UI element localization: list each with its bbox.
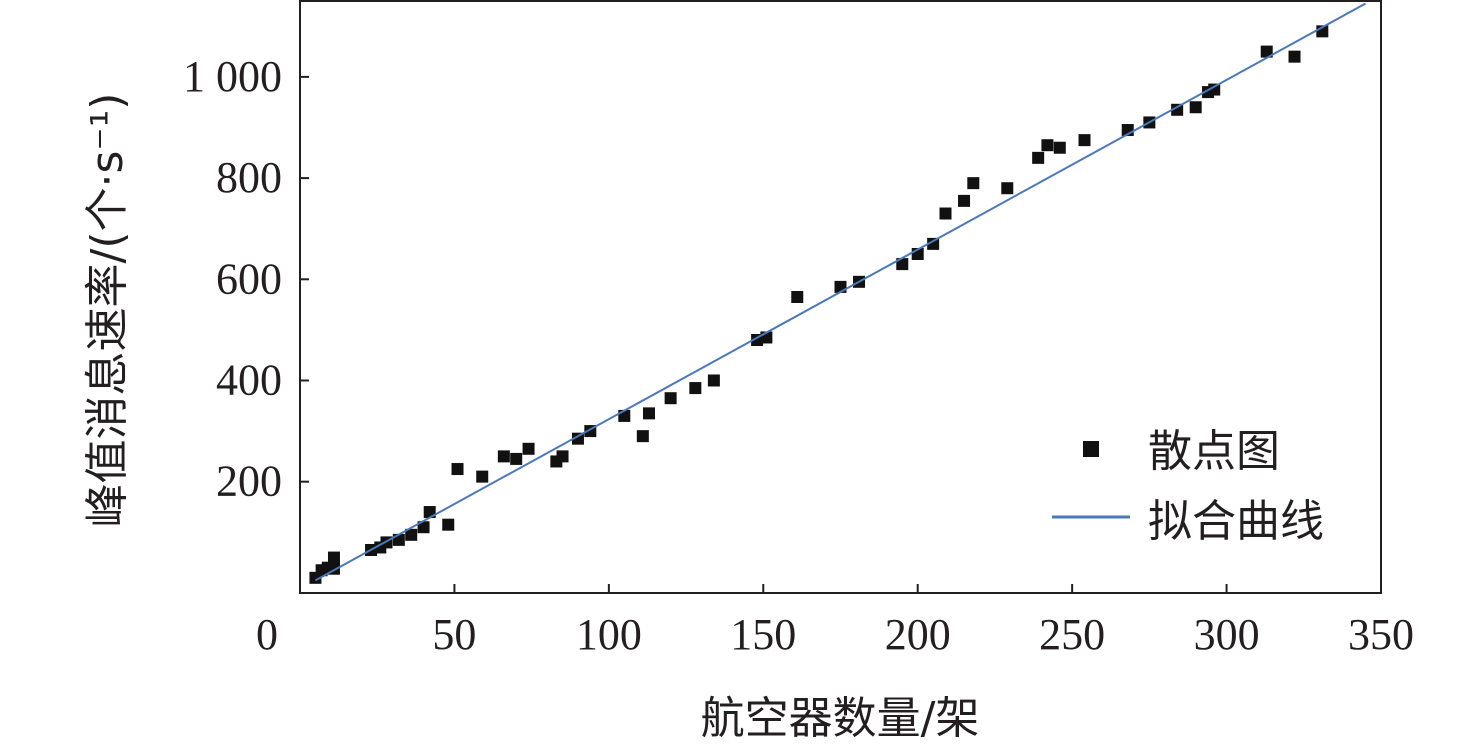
scatter-point [643,407,656,420]
y-axis-title: 峰值消息速率/(个·s⁻¹) [82,93,133,528]
fit-line [314,2,1367,582]
scatter-point [476,470,489,483]
scatter-point [1001,182,1014,195]
plot-frame [299,0,1382,594]
x-axis-tick-labels: 0 50 100 150 200 250 300 350 [256,610,1414,659]
y-tick-label: 1 000 [183,52,282,101]
scatter-point [1032,151,1045,164]
x-tick-label: 300 [1194,610,1260,659]
scatter-point [442,518,455,531]
legend: 散点图 拟合曲线 [1052,426,1324,547]
legend-label-scatter: 散点图 [1148,426,1280,477]
scatter-point [636,430,649,443]
x-tick-label: 250 [1039,610,1105,659]
scatter-point [958,194,971,207]
x-tick-label: 150 [730,610,796,659]
x-tick-label: 50 [432,610,476,659]
scatter-point [967,177,980,190]
scatter-point [707,374,720,387]
y-tick-label: 200 [216,457,282,506]
scatter-point [327,551,340,564]
y-tick-label: 400 [216,355,282,404]
scatter-point [1041,139,1054,152]
scatter-point [1189,101,1202,114]
y-tick-label: 800 [216,153,282,202]
x-axis-title: 航空器数量/架 [701,693,980,744]
scatter-point [571,432,584,445]
x-tick-label: 0 [256,610,278,659]
x-tick-label: 350 [1348,610,1414,659]
x-tick-label: 100 [576,610,642,659]
scatter-point [522,442,535,455]
scatter-point [405,528,418,541]
scatter-point [1121,124,1134,137]
scatter-point [664,392,677,405]
scatter-point [1260,45,1273,58]
scatter-point [689,382,702,395]
x-tick-label: 200 [885,610,951,659]
scatter-point [451,463,464,476]
y-axis-tick-labels: 200 400 600 800 1 000 [183,52,282,506]
scatter-point [510,452,523,465]
scatter-point [1288,50,1301,63]
axis-ticks [300,75,1228,593]
scatter-point [791,291,804,303]
scatter-point [927,237,940,250]
scatter-point [1053,141,1066,154]
scatter-point [1078,134,1091,147]
scatter-point [939,207,952,220]
legend-marker-scatter [1083,441,1099,457]
scatter-point [1171,103,1184,116]
scatter-point [896,258,909,271]
scatter-point [1208,83,1221,96]
scatter-point [497,450,510,463]
scatter-point [417,521,430,534]
scatter-point [556,450,569,463]
y-tick-label: 600 [216,254,282,303]
legend-label-line: 拟合曲线 [1148,496,1324,547]
